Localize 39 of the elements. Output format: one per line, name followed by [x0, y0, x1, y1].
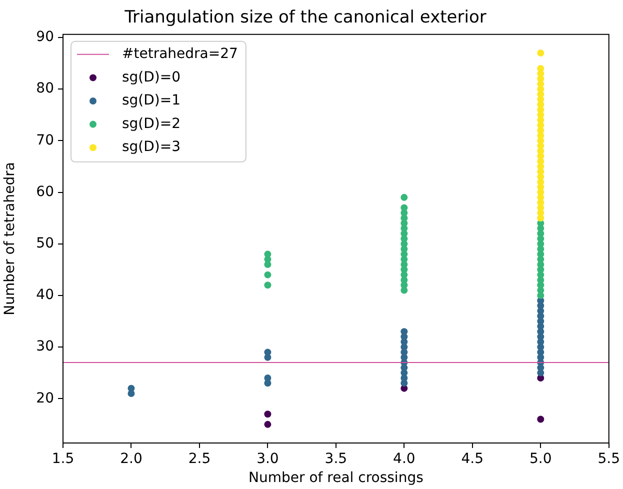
point	[264, 348, 272, 356]
legend-label: sg(D)=0	[122, 69, 181, 86]
x-tick-label: 3.5	[324, 451, 348, 468]
point	[264, 374, 272, 382]
point	[537, 416, 544, 423]
x-tick-label: 2.5	[188, 451, 211, 468]
y-tick-label: 20	[36, 390, 54, 406]
point	[537, 64, 544, 72]
legend-label: sg(D)=3	[122, 139, 181, 156]
y-tick-label: 50	[36, 236, 54, 252]
x-tick-label: 5.0	[530, 451, 552, 468]
point	[400, 204, 408, 212]
point	[264, 250, 272, 258]
y-tick-label: 70	[36, 132, 54, 148]
point	[400, 328, 408, 336]
y-tick-label: 40	[36, 287, 54, 304]
y-tick-label: 60	[36, 184, 54, 200]
point	[264, 420, 272, 428]
point	[128, 384, 135, 392]
y-tick-label: 30	[36, 338, 54, 355]
x-tick-label: 2.0	[120, 451, 142, 468]
legend-label: sg(D)=2	[122, 116, 181, 132]
x-tick-label: 5.5	[598, 451, 620, 468]
y-axis-title: Number of tetrahedra	[2, 162, 18, 316]
point	[537, 49, 544, 56]
x-tick-label: 4.0	[393, 451, 416, 468]
point	[264, 410, 272, 418]
point	[264, 282, 272, 289]
y-tick-label: 90	[36, 29, 54, 46]
x-tick-label: 4.5	[461, 451, 484, 468]
chart-title: Triangulation size of the canonical exterior	[124, 8, 486, 28]
y-tick-label: 80	[36, 80, 54, 97]
x-tick-label: 3.0	[256, 451, 279, 468]
legend-label: sg(D)=1	[122, 92, 181, 109]
legend-label: #tetrahedra=27	[122, 46, 238, 62]
point	[400, 194, 408, 201]
x-tick-label: 1.5	[52, 451, 74, 468]
x-axis-title: Number of real crossings	[248, 470, 424, 486]
point	[264, 271, 272, 278]
